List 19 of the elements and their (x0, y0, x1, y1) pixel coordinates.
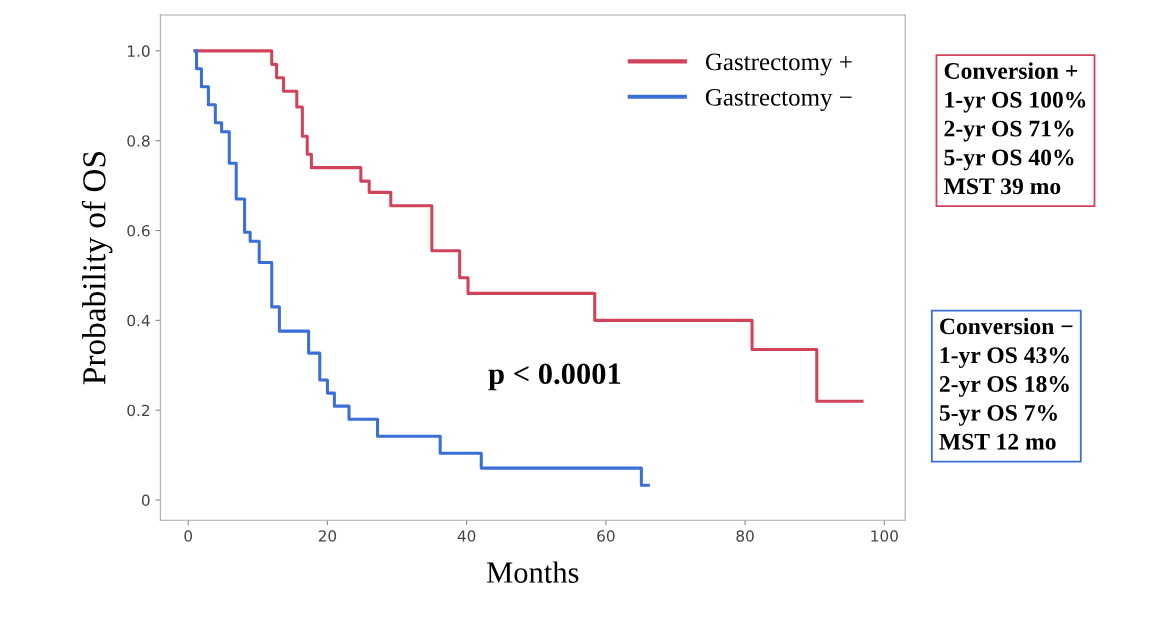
x-tick-label: 0 (184, 530, 193, 542)
y-tick-label: 0 (141, 494, 150, 507)
x-axis-title: Months (486, 561, 579, 583)
y-tick-label: 1.0 (128, 45, 150, 57)
text: Conversion − 1-yr OS 43% 2-yr OS 18% 5-yr OS 7% MST 12 mo (939, 317, 1073, 450)
annotation: p < 0.0001 (488, 363, 621, 391)
y-axis-title: Probability of OS (81, 152, 113, 385)
y-tick-label: 0.6 (127, 224, 150, 237)
x-tick-label: 40 (457, 530, 476, 542)
y-tick-label: 0.8 (127, 135, 150, 147)
x-tick-label: 100 (871, 530, 898, 542)
legend-label: Gastrectomy − (705, 88, 852, 111)
x-tick-label: 60 (597, 530, 615, 542)
text: Conversion + 1-yr OS 100% 2-yr OS 71% 5-yr OS 40% MST 39 mo (943, 62, 1086, 195)
legend-label: Gastrectomy + (705, 53, 852, 76)
x-tick-label: 80 (736, 530, 754, 542)
x-tick-label: 20 (318, 530, 337, 542)
y-tick-label: 0.2 (127, 404, 150, 417)
y-tick-label: 0.4 (127, 314, 150, 327)
